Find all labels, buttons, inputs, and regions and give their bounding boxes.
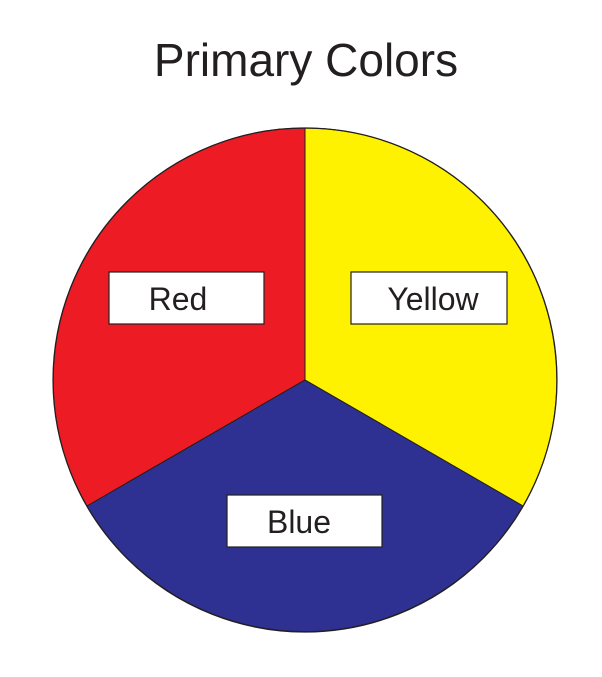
diagram-title: Primary Colors bbox=[154, 34, 458, 86]
label-yellow: Yellow bbox=[350, 271, 508, 325]
label-text-yellow: Yellow bbox=[387, 281, 479, 317]
label-red: Red bbox=[108, 271, 265, 325]
wheel-outline bbox=[52, 127, 558, 633]
label-box-red bbox=[108, 271, 265, 325]
label-blue: Blue bbox=[226, 494, 383, 548]
label-box-yellow bbox=[350, 271, 508, 325]
label-box-blue bbox=[226, 494, 383, 548]
color-wheel bbox=[52, 127, 558, 633]
label-text-blue: Blue bbox=[267, 504, 331, 540]
label-text-red: Red bbox=[149, 281, 208, 317]
